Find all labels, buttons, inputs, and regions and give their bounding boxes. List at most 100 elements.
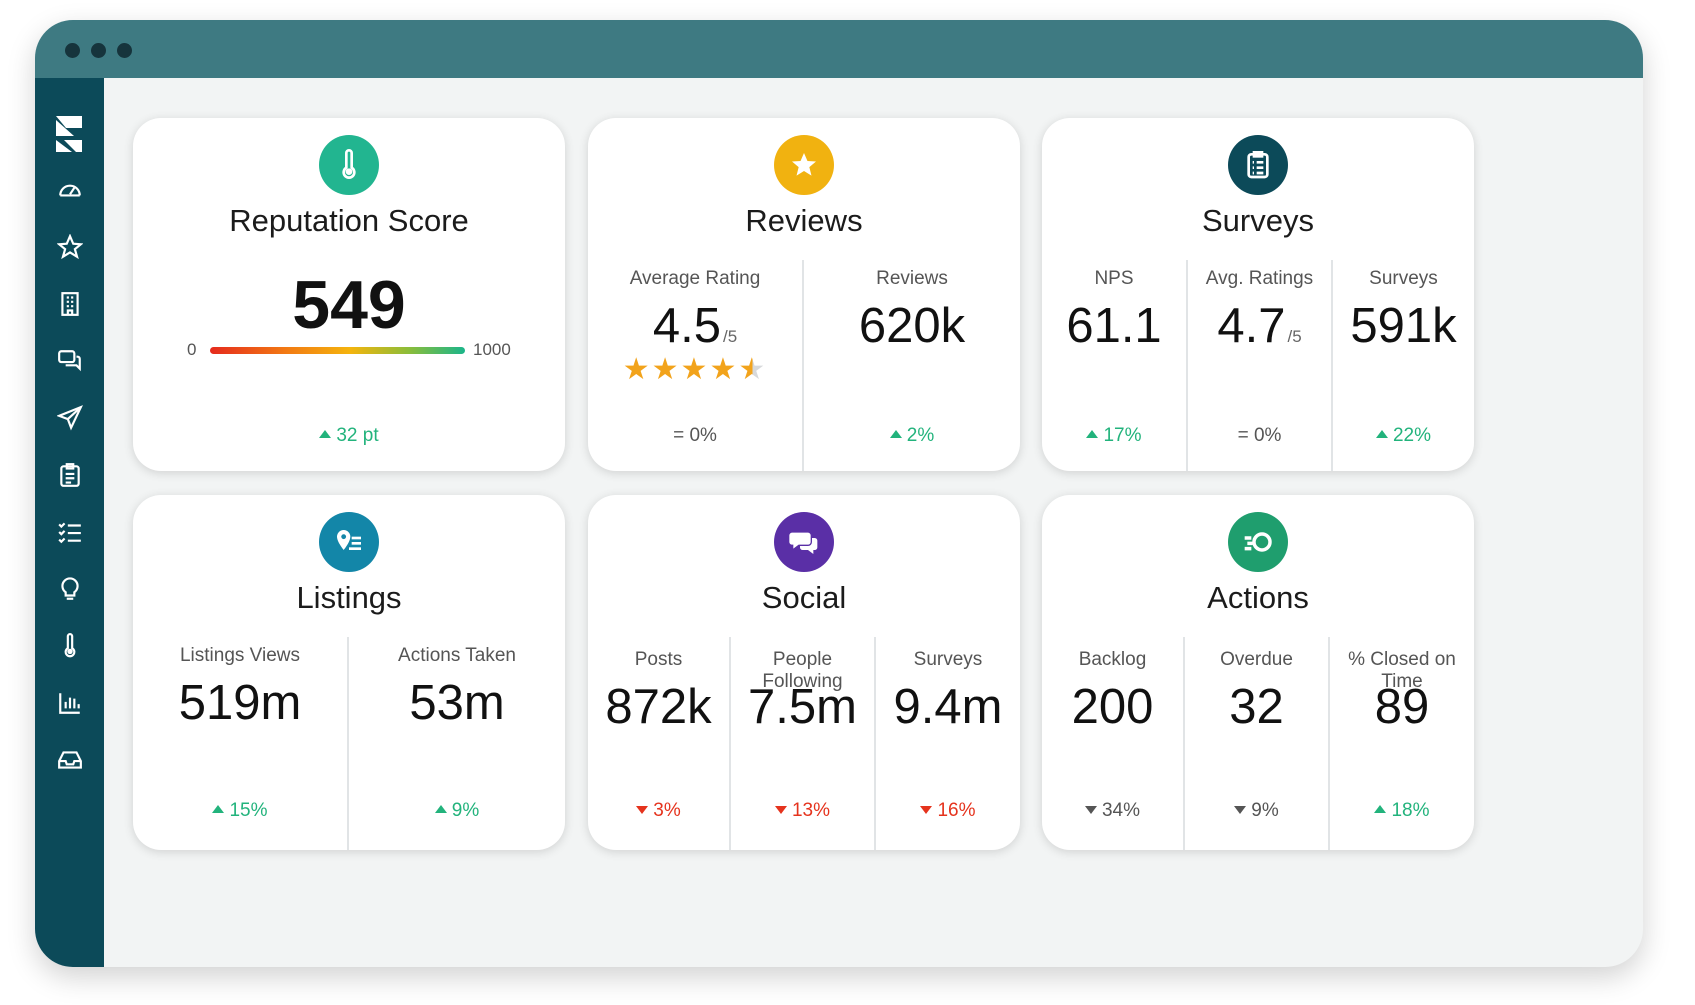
column-divider <box>1183 637 1185 850</box>
card-title: Social <box>761 580 847 615</box>
window-titlebar <box>35 20 1643 78</box>
window-close-dot[interactable] <box>65 43 80 58</box>
chat-bubbles-icon <box>774 512 834 572</box>
metric-reviews: Reviews 620k 2% <box>804 118 1020 471</box>
metric-label: % Closed on Time <box>1348 649 1456 692</box>
delta-indicator: 0% <box>1188 425 1331 447</box>
delta-indicator: 9% <box>349 800 565 822</box>
column-divider <box>1331 260 1333 471</box>
column-divider <box>802 260 804 471</box>
brand-logo-icon[interactable] <box>56 116 82 152</box>
delta-indicator: 13% <box>731 800 874 822</box>
delta-indicator: 32 pt <box>133 425 565 447</box>
metric-label: People Following <box>762 649 843 692</box>
metric-backlog: Backlog 200 34% <box>1042 495 1183 850</box>
gauge-max-label: 1000 <box>473 340 511 359</box>
speed-circle-icon <box>1228 512 1288 572</box>
thermometer-icon[interactable] <box>56 632 84 660</box>
metric-value: 9.4m <box>893 680 1003 734</box>
metric-actions-taken: Actions Taken 53m 9% <box>349 495 565 850</box>
sidebar-nav <box>35 78 104 967</box>
thermometer-icon <box>319 135 379 195</box>
metric-social-surveys: Surveys 9.4m 16% <box>876 495 1020 850</box>
reviews-card[interactable]: Reviews Average Rating 4.5/5 ★★★★★ 0% Re… <box>588 118 1020 471</box>
dashboard-icon[interactable] <box>56 176 84 204</box>
inbox-icon[interactable] <box>56 746 84 774</box>
metric-value: 61.1 <box>1066 299 1162 353</box>
delta-indicator: 0% <box>588 425 802 447</box>
metric-posts: Posts 872k 3% <box>588 495 729 850</box>
delta-indicator: 22% <box>1333 425 1474 447</box>
bar-chart-icon[interactable] <box>56 689 84 717</box>
delta-indicator: 15% <box>133 800 347 822</box>
delta-indicator: 18% <box>1330 800 1474 822</box>
star-rating: ★★★★★ <box>588 352 802 387</box>
location-list-icon <box>319 512 379 572</box>
metric-people-following: People Following 7.5m 13% <box>731 495 874 850</box>
metric-label: Surveys <box>913 649 983 670</box>
reputation-card[interactable]: Reputation Score 549 0 1000 32 pt <box>133 118 565 471</box>
social-card[interactable]: Social Posts 872k 3% People Following 7.… <box>588 495 1020 850</box>
gauge-min-label: 0 <box>187 340 197 359</box>
metric-label: Backlog <box>1078 649 1147 670</box>
metric-closed-on-time: % Closed on Time 89 18% <box>1330 495 1474 850</box>
reputation-score-value: 549 <box>292 267 406 343</box>
metric-value: 519m <box>178 676 302 730</box>
metric-label: Surveys <box>1369 268 1438 289</box>
star-icon <box>774 135 834 195</box>
column-divider <box>874 637 876 850</box>
card-title: Actions <box>1207 580 1309 615</box>
metric-value: 200 <box>1071 680 1154 734</box>
metric-value: 32 <box>1229 680 1284 734</box>
surveys-card[interactable]: Surveys NPS 61.1 17% Avg. Ratings 4.7/5 … <box>1042 118 1474 471</box>
metric-average-rating: Average Rating 4.5/5 ★★★★★ 0% <box>588 118 802 471</box>
star-icon: ★ <box>680 353 710 386</box>
metric-listings-views: Listings Views 519m 15% <box>133 495 347 850</box>
metric-label: Listings Views <box>179 645 301 666</box>
column-divider <box>729 637 731 850</box>
delta-indicator: 16% <box>876 800 1020 822</box>
delta-indicator: 3% <box>588 800 729 822</box>
metric-value: 591k <box>1350 299 1457 353</box>
metric-value: 4.5/5 <box>652 299 738 353</box>
half-star-icon: ★ <box>738 353 768 386</box>
card-title: Reputation Score <box>229 203 469 238</box>
metric-value: 7.5m <box>748 680 857 734</box>
building-icon[interactable] <box>56 290 84 318</box>
metric-label: Posts <box>634 649 683 670</box>
clipboard-icon[interactable] <box>56 461 84 489</box>
metric-label: Overdue <box>1220 649 1293 670</box>
card-title: Reviews <box>745 203 863 238</box>
metric-avg-ratings: Avg. Ratings 4.7/5 0% <box>1188 118 1331 471</box>
metric-label: Avg. Ratings <box>1205 268 1314 289</box>
metric-value: 89 <box>1374 680 1430 734</box>
delta-indicator: 17% <box>1042 425 1186 447</box>
metric-value: 620k <box>858 299 966 353</box>
chat-icon[interactable] <box>56 347 84 375</box>
card-title: Surveys <box>1202 203 1314 238</box>
delta-indicator: 9% <box>1185 800 1328 822</box>
star-icon: ★ <box>651 353 681 386</box>
star-icon: ★ <box>622 353 652 386</box>
delta-indicator: 34% <box>1042 800 1183 822</box>
listings-card[interactable]: Listings Listings Views 519m 15% Actions… <box>133 495 565 850</box>
metric-overdue: Overdue 32 9% <box>1185 495 1328 850</box>
column-divider <box>347 637 349 850</box>
star-icon: ★ <box>709 353 739 386</box>
delta-indicator: 2% <box>804 425 1020 447</box>
column-divider <box>1328 637 1330 850</box>
card-title: Listings <box>296 580 402 615</box>
metric-value: 4.7/5 <box>1217 299 1302 353</box>
column-divider <box>1186 260 1188 471</box>
paper-plane-icon[interactable] <box>56 404 84 432</box>
window-maximize-dot[interactable] <box>117 43 132 58</box>
metric-value: 872k <box>605 680 712 734</box>
metric-label: Average Rating <box>629 268 761 289</box>
checklist-icon[interactable] <box>56 518 84 546</box>
actions-card[interactable]: Actions Backlog 200 34% Overdue 32 9% % … <box>1042 495 1474 850</box>
window-minimize-dot[interactable] <box>91 43 106 58</box>
metric-label: Reviews <box>876 268 948 289</box>
lightbulb-icon[interactable] <box>56 575 84 603</box>
reputation-gauge-bar <box>210 347 465 354</box>
star-icon[interactable] <box>56 233 84 261</box>
